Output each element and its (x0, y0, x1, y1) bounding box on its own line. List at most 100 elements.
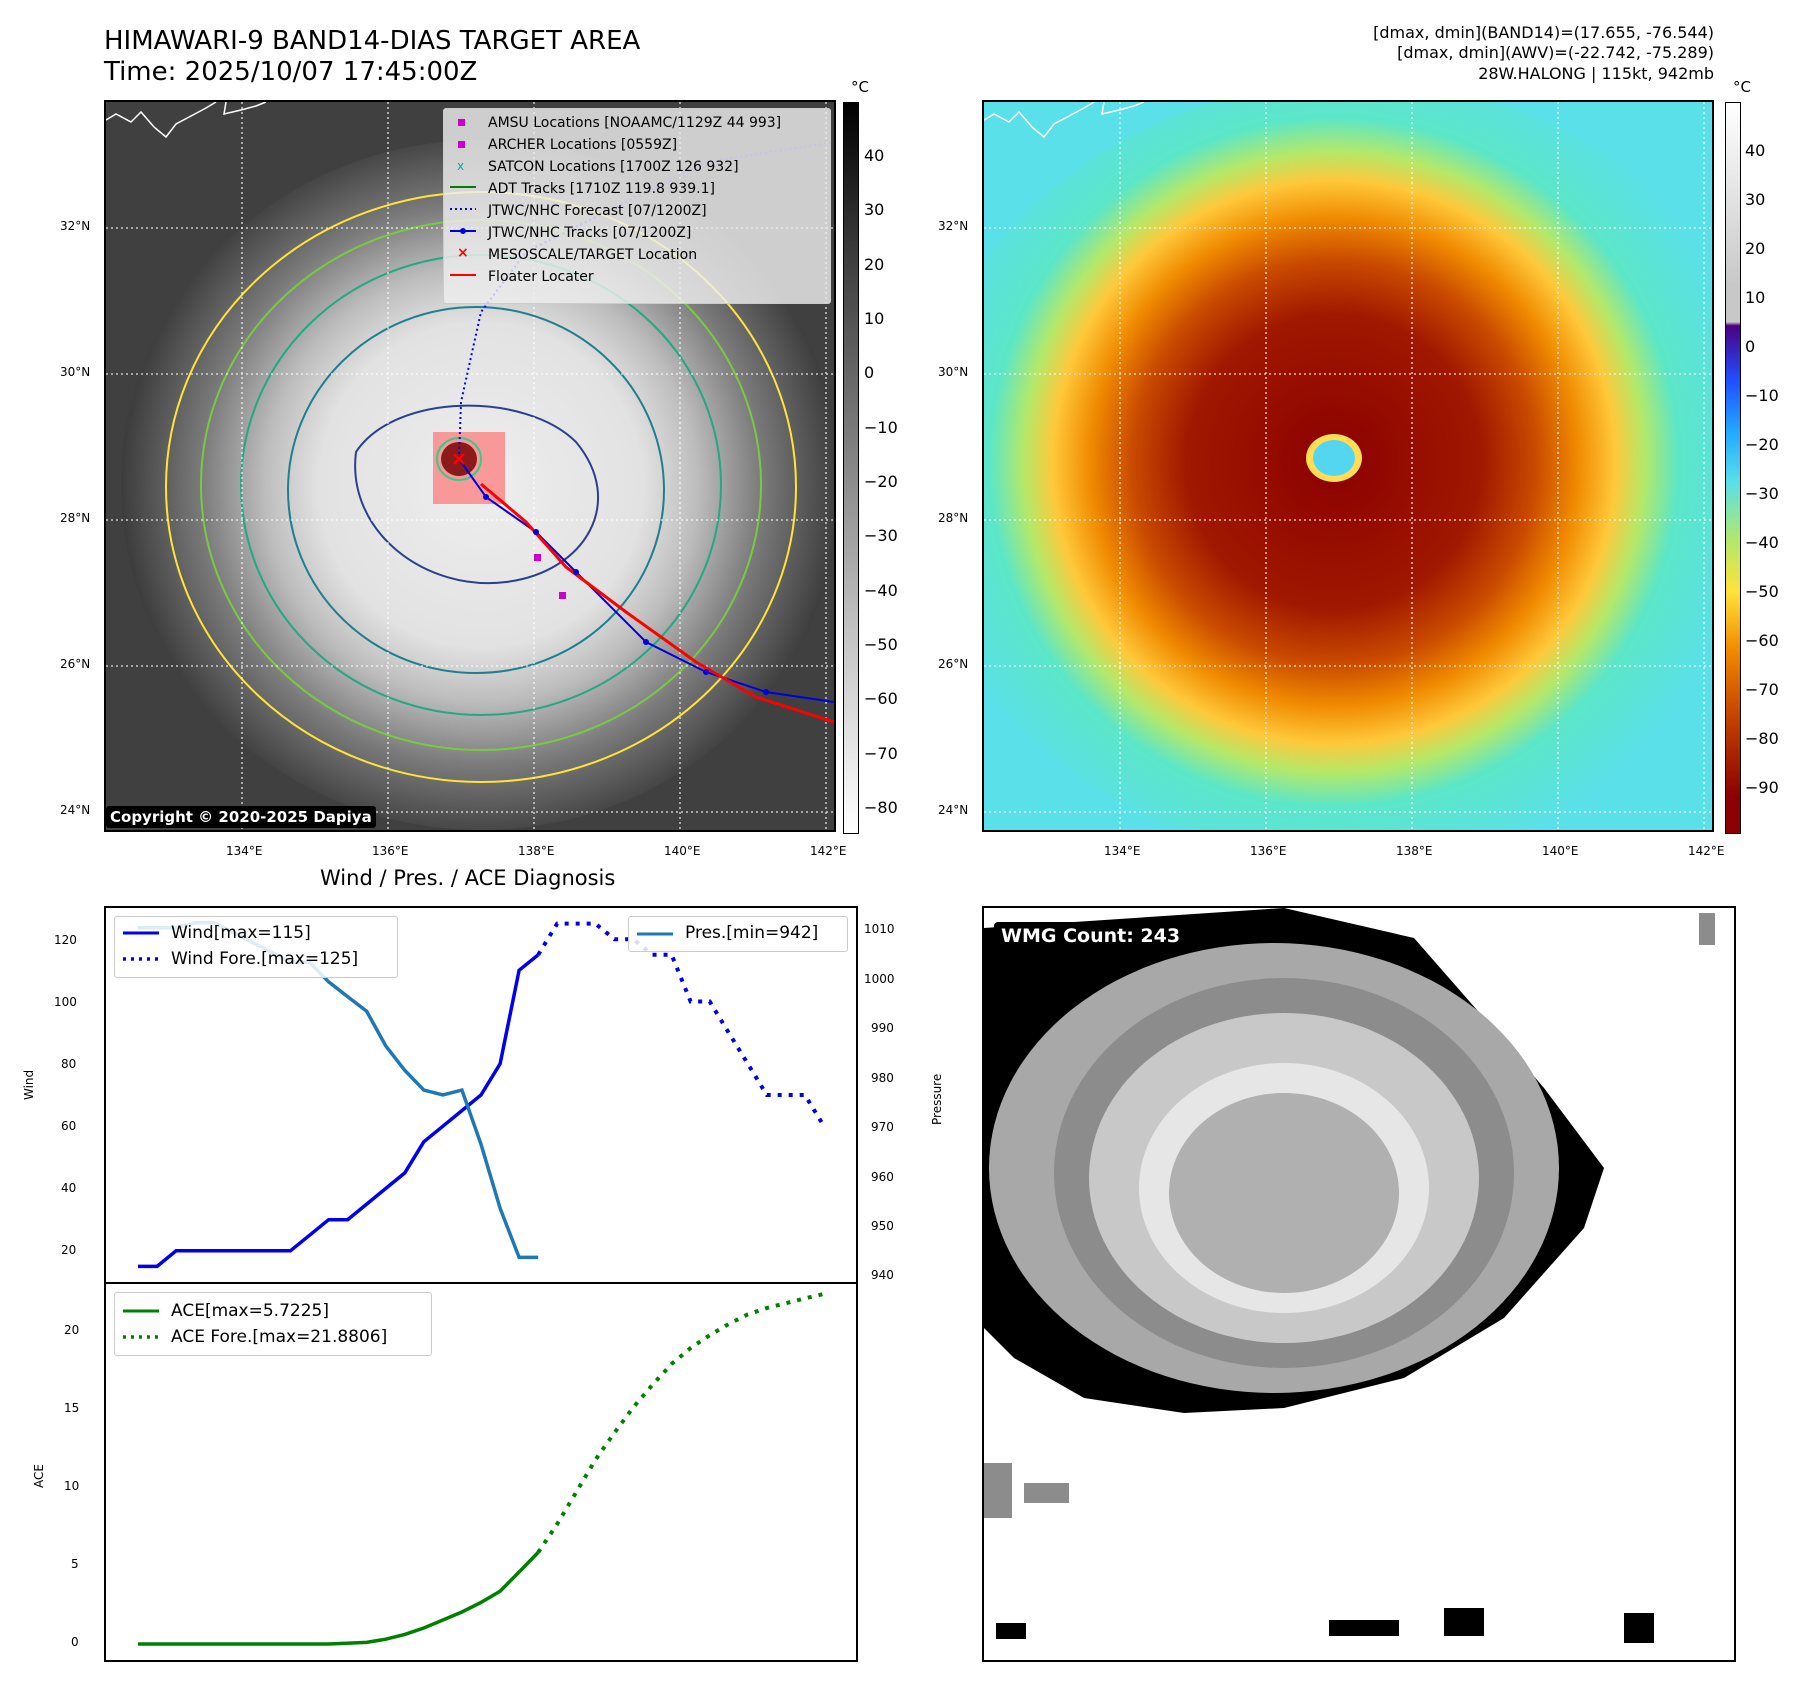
lat-label-26-left: 26°N (60, 657, 91, 671)
left-cbar-tick-m50: −50 (864, 635, 898, 654)
left-colorbar (843, 102, 859, 834)
right-cbar-tick-10: 10 (1745, 288, 1766, 307)
wmg-panel: WMG Count: 243 (982, 906, 1736, 1662)
pres-tick-940: 940 (871, 1268, 894, 1282)
lon-label-136-right: 136°E (1250, 844, 1287, 858)
wind-ylabel: Wind (22, 1069, 36, 1100)
pres-tick-1010: 1010 (864, 922, 895, 936)
ace-legend: ACE[max=5.7225] ACE Fore.[max=21.8806] (114, 1292, 432, 1356)
left-cbar-tick-30: 30 (864, 200, 885, 219)
storm-summary: 28W.HALONG | 115kt, 942mb (1478, 64, 1714, 83)
right-cbar-tick-20: 20 (1745, 239, 1766, 258)
right-cbar-tick-m50: −50 (1745, 582, 1779, 601)
left-cbar-tick-m40: −40 (864, 581, 898, 600)
right-cbar-tick-40: 40 (1745, 141, 1766, 160)
lon-label-138-left: 138°E (518, 844, 555, 858)
left-cbar-tick-m30: −30 (864, 526, 898, 545)
right-cbar-tick-30: 30 (1745, 190, 1766, 209)
wind-tick-40: 40 (61, 1181, 77, 1195)
right-cbar-tick-m60: −60 (1745, 631, 1779, 650)
wmg-count-badge: WMG Count: 243 (994, 922, 1188, 950)
lat-label-30-left: 30°N (60, 365, 91, 379)
legend-adt: ADT Tracks [1710Z 119.8 939.1] (488, 181, 715, 197)
legend-ace: ACE[max=5.7225] (171, 1301, 329, 1321)
right-cbar-tick-m10: −10 (1745, 386, 1779, 405)
left-cbar-tick-0: 0 (864, 363, 875, 382)
ace-chart: ACE[max=5.7225] ACE Fore.[max=21.8806] (104, 1282, 858, 1662)
wind-tick-100: 100 (54, 995, 77, 1009)
lat-label-26-right: 26°N (938, 657, 969, 671)
lon-label-134-right: 134°E (1104, 844, 1141, 858)
lon-label-136-left: 136°E (372, 844, 409, 858)
wind-line (138, 953, 540, 1269)
awv-range: [dmax, dmin](AWV)=(-22.742, -75.289) (1397, 43, 1714, 62)
right-colorbar-unit: °C (1733, 78, 1751, 96)
pres-tick-950: 950 (871, 1219, 894, 1233)
ace-tick-10: 10 (64, 1479, 80, 1493)
legend-ace-fore: ACE Fore.[max=21.8806] (171, 1327, 388, 1347)
legend-wind: Wind[max=115] (171, 923, 311, 943)
legend-forecast: JTWC/NHC Forecast [07/1200Z] (488, 203, 707, 219)
legend-satcon: SATCON Locations [1700Z 126 932] (488, 159, 739, 175)
ace-line (138, 1551, 540, 1646)
left-cbar-tick-m80: −80 (864, 798, 898, 817)
legend-wind-fore: Wind Fore.[max=125] (171, 949, 359, 969)
lon-label-140-left: 140°E (664, 844, 701, 858)
legend-floater: Floater Locater (488, 269, 594, 285)
right-cbar-tick-m90: −90 (1745, 778, 1779, 797)
svg-text:x: x (457, 159, 464, 173)
svg-text:×: × (457, 245, 469, 261)
pres-tick-960: 960 (871, 1170, 894, 1184)
legend-pres: Pres.[min=942] (685, 923, 819, 943)
left-cbar-tick-m60: −60 (864, 689, 898, 708)
lat-label-28-left: 28°N (60, 511, 91, 525)
pres-tick-1000: 1000 (864, 972, 895, 986)
copyright-badge: Copyright © 2020-2025 Dapiya (106, 806, 376, 828)
right-cbar-tick-0: 0 (1745, 337, 1756, 356)
lat-label-32-right: 32°N (938, 219, 969, 233)
pres-tick-980: 980 (871, 1071, 894, 1085)
legend-tracks: JTWC/NHC Tracks [07/1200Z] (488, 225, 692, 241)
lon-label-140-right: 140°E (1542, 844, 1579, 858)
lat-label-32-left: 32°N (60, 219, 91, 233)
legend-target: MESOSCALE/TARGET Location (488, 247, 698, 263)
left-cbar-tick-20: 20 (864, 255, 885, 274)
wind-tick-80: 80 (61, 1057, 77, 1071)
right-cbar-tick-m80: −80 (1745, 729, 1779, 748)
ace-forecast-line (536, 1291, 825, 1554)
band14-map: x × AMSU Locations [NOAAMC/1129Z 44 993]… (104, 100, 836, 832)
left-cbar-tick-40: 40 (864, 146, 885, 165)
ace-tick-15: 15 (64, 1401, 80, 1415)
wind-pressure-chart: Wind[max=115] Wind Fore.[max=125] Pres.[… (104, 906, 858, 1284)
legend-archer: ARCHER Locations [0559Z] (488, 137, 678, 153)
right-cbar-tick-m30: −30 (1745, 484, 1779, 503)
pres-tick-970: 970 (871, 1120, 894, 1134)
wind-tick-60: 60 (61, 1119, 77, 1133)
lon-label-134-left: 134°E (226, 844, 263, 858)
left-cbar-tick-10: 10 (864, 309, 885, 328)
wind-forecast-line (536, 921, 826, 1128)
lat-label-24-right: 24°N (938, 803, 969, 817)
pres-tick-990: 990 (871, 1021, 894, 1035)
left-cbar-tick-m10: −10 (864, 418, 898, 437)
lat-label-28-right: 28°N (938, 511, 969, 525)
ace-tick-20: 20 (64, 1323, 80, 1337)
left-colorbar-unit: °C (851, 78, 869, 96)
diagnosis-title: Wind / Pres. / ACE Diagnosis (320, 866, 616, 890)
lon-label-142-left: 142°E (810, 844, 847, 858)
lon-label-138-right: 138°E (1396, 844, 1433, 858)
right-cbar-tick-m70: −70 (1745, 680, 1779, 699)
band14-range: [dmax, dmin](BAND14)=(17.655, -76.544) (1373, 23, 1714, 42)
lon-label-142-right: 142°E (1688, 844, 1725, 858)
left-cbar-tick-m20: −20 (864, 472, 898, 491)
wind-tick-20: 20 (61, 1243, 77, 1257)
legend-amsu: AMSU Locations [NOAAMC/1129Z 44 993] (488, 115, 782, 131)
pressure-ylabel: Pressure (930, 1073, 944, 1125)
wind-tick-120: 120 (54, 933, 77, 947)
right-cbar-tick-m20: −20 (1745, 435, 1779, 454)
wind-legend: Wind[max=115] Wind Fore.[max=125] (114, 916, 398, 978)
ace-tick-5: 5 (71, 1557, 79, 1571)
lat-label-24-left: 24°N (60, 803, 91, 817)
pressure-legend: Pres.[min=942] (628, 916, 848, 952)
ace-tick-0: 0 (71, 1635, 79, 1649)
